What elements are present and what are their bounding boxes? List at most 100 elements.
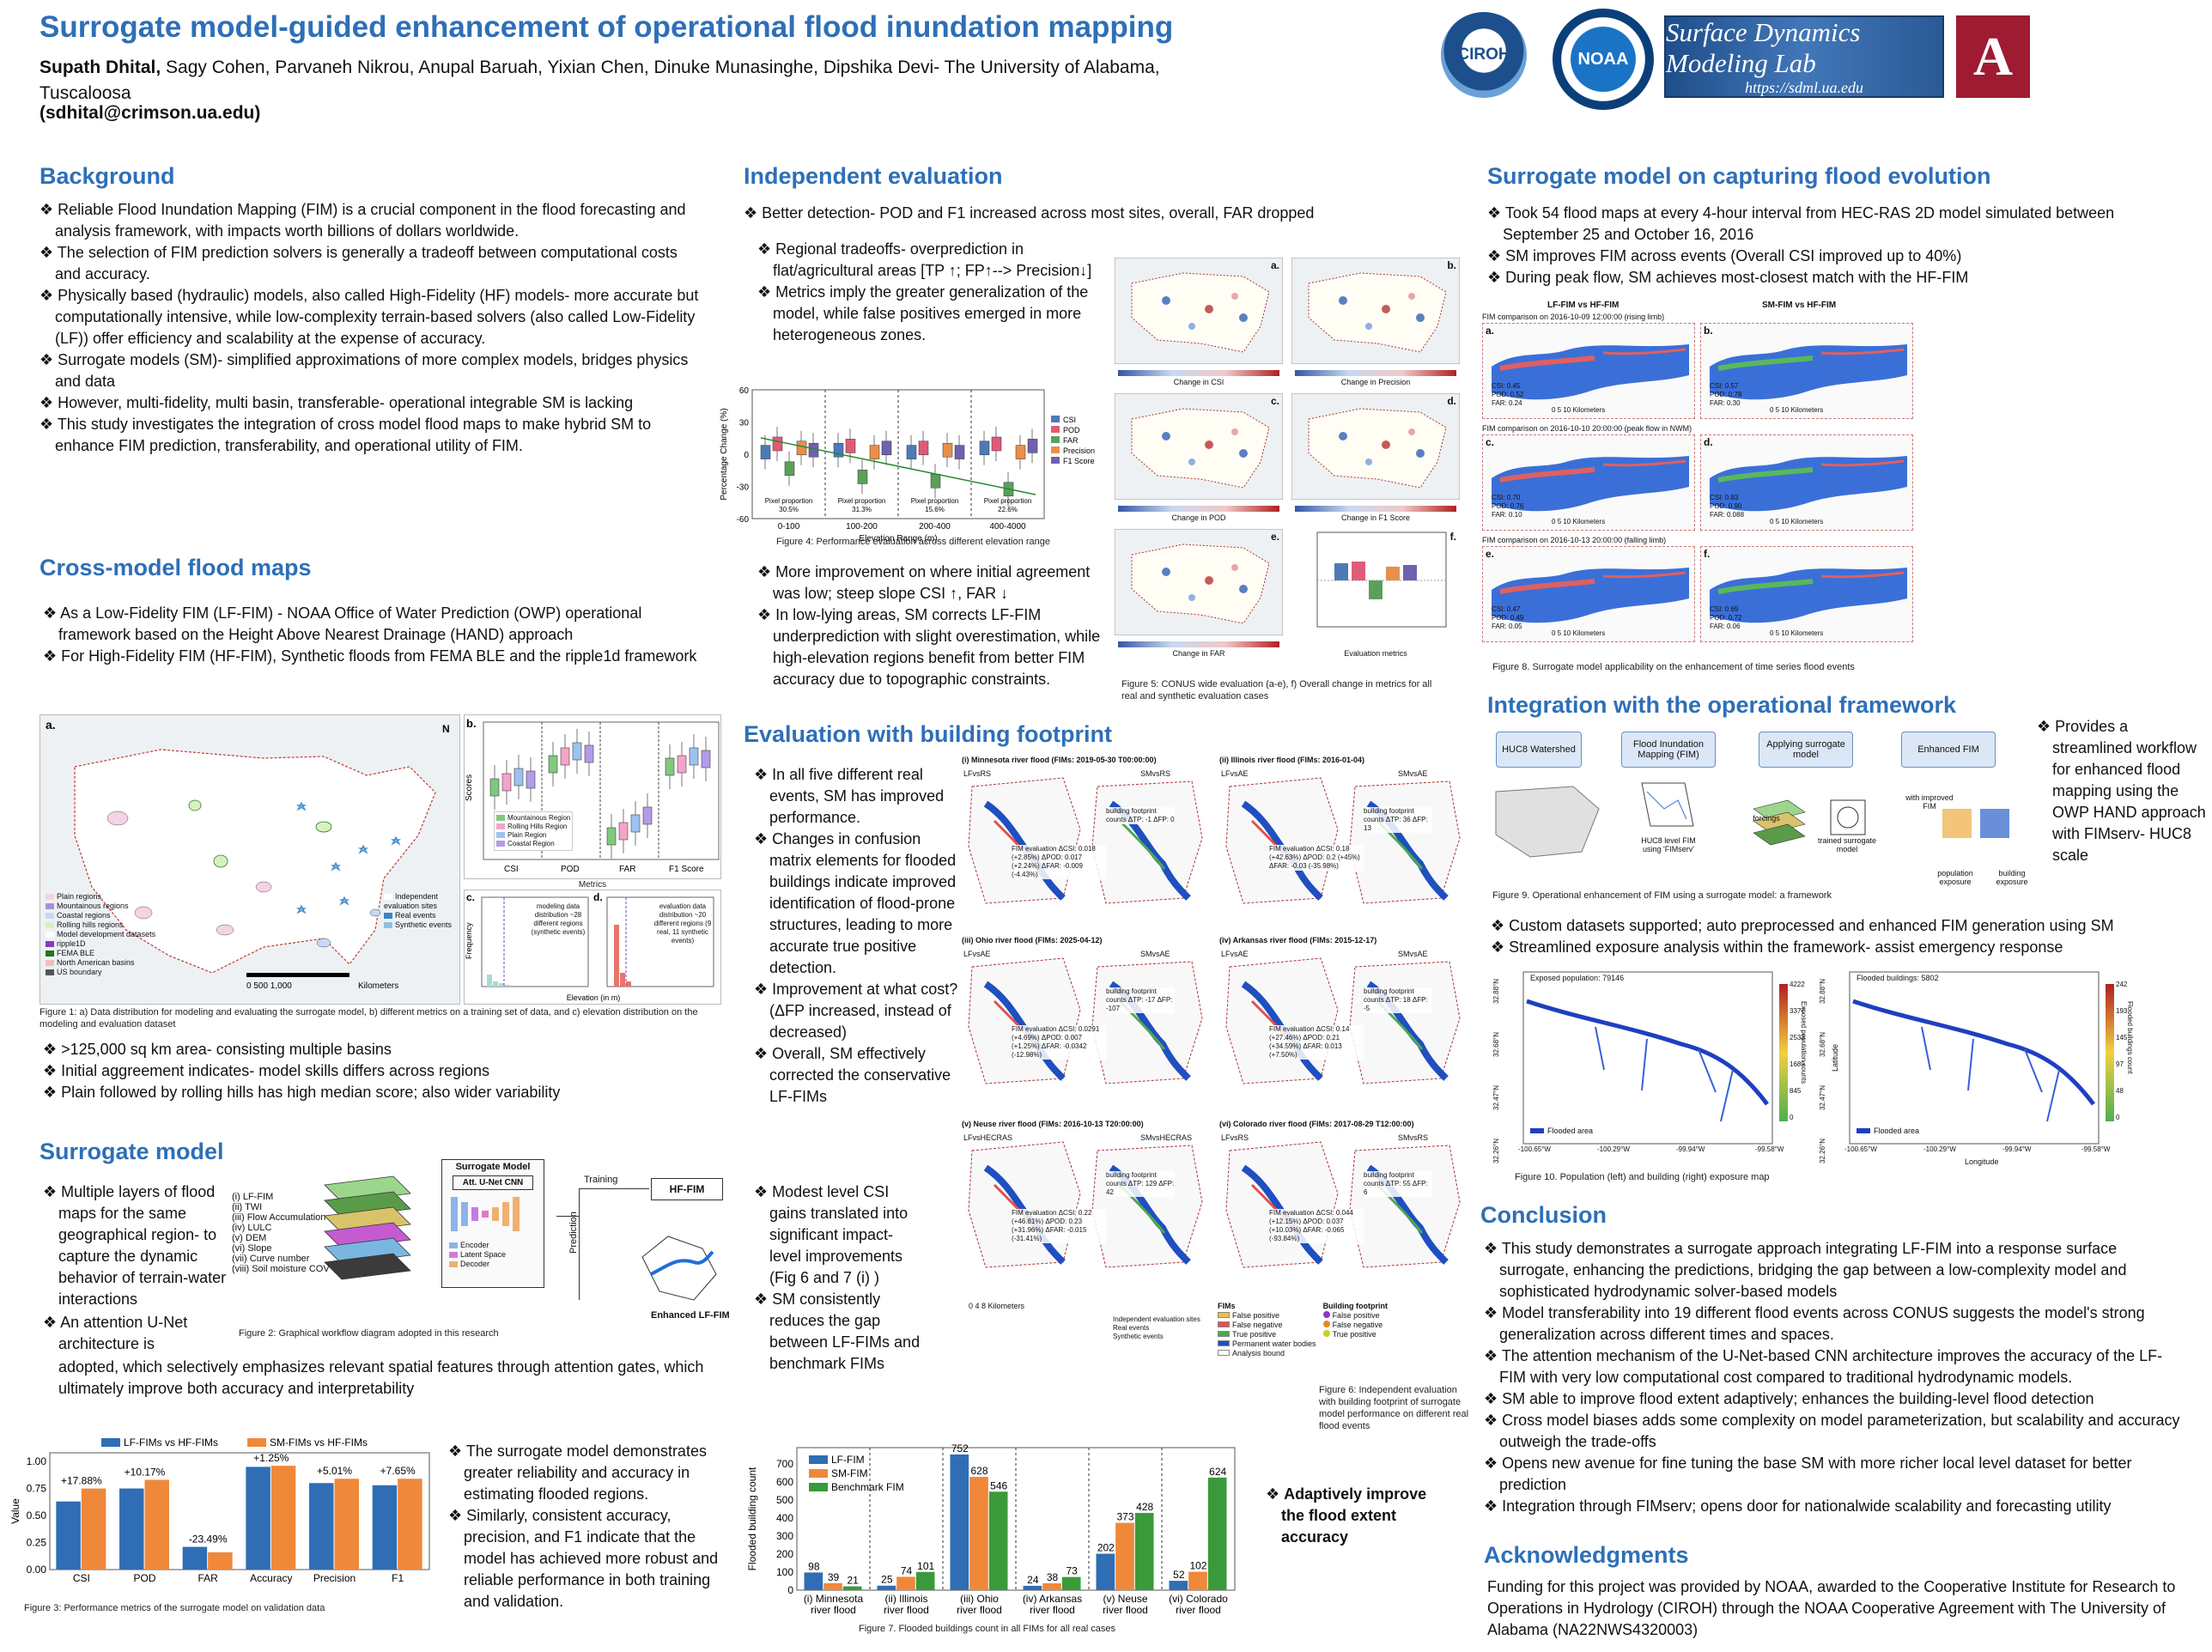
legend-entry: Decoder xyxy=(449,1260,544,1269)
fig1b-legend: Mountainous Region Rolling Hills Region Pl… xyxy=(494,811,574,851)
box xyxy=(501,773,512,792)
x-tick-label: 100-200 xyxy=(846,522,878,531)
fig10-panel: Flooded buildings: 5802 242 193 145 97 48 0 -10… xyxy=(1819,971,2134,1166)
fig6-panel: (iv) Arkansas river flood (FIMs: 2015-12… xyxy=(1218,936,1467,1111)
building-item3: ❖ Adaptively improve the flood extent ac… xyxy=(1266,1485,1427,1546)
bar xyxy=(1207,1477,1227,1590)
box xyxy=(572,742,582,761)
fig9-framework: HUC8 Watershed Flood Inundation Mapping (… xyxy=(1479,732,2028,886)
y-tick-label: 0.75 xyxy=(27,1483,47,1495)
fig9-box: Applying surrogate model xyxy=(1759,732,1853,768)
bar xyxy=(1042,1583,1061,1590)
ciroh-logo: CIROH xyxy=(1441,12,1527,98)
y-tick-label: 0.00 xyxy=(27,1564,47,1576)
fig3-discussion: ❖ The surrogate model demonstrates great… xyxy=(448,1441,737,1613)
x-tick-label: FAR xyxy=(198,1572,218,1584)
fig8-panel: c. CSI: 0.70 POD: 0.76 FAR: 0.10 0 5 10 Ki… xyxy=(1482,434,1695,531)
bar xyxy=(1188,1571,1207,1590)
y-tick-label: 0 xyxy=(787,1584,793,1596)
y-tick-label: -30 xyxy=(737,483,750,493)
cross-model-list: ❖ As a Low-Fidelity FIM (LF-FIM) - NOAA … xyxy=(43,603,704,667)
sdml-logo: Surface Dynamics Modeling Lab https://sd… xyxy=(1664,15,1944,98)
bullet-item: ❖ >125,000 sq km area- consisting multip… xyxy=(43,1041,392,1058)
bar xyxy=(372,1485,398,1570)
y-axis-label: Percentage Change (%) xyxy=(720,408,729,500)
fig10-exposure-maps: Exposed population: 79146 4222 3377 2533 168… xyxy=(1492,967,2154,1176)
box xyxy=(881,440,892,456)
data-label: 39 xyxy=(828,1571,840,1583)
annotation: +5.01% xyxy=(317,1465,352,1477)
acknowledgments-heading: Acknowledgments xyxy=(1484,1542,1689,1568)
bullet-item: ❖ Overall, SM effectively corrected the … xyxy=(754,1045,951,1105)
background-list: ❖ Reliable Flood Inundation Mapping (FIM… xyxy=(40,199,701,457)
legend-label: Precision xyxy=(1063,446,1095,455)
independent-heading: Independent evaluation xyxy=(744,163,1003,189)
fig2-input: (ii) TWI xyxy=(232,1202,263,1212)
pixel-proportion-label: Pixel proportion xyxy=(838,497,886,505)
box xyxy=(560,747,570,766)
fig2-input: (vi) Slope xyxy=(232,1243,272,1254)
bar xyxy=(1169,1581,1188,1590)
bar xyxy=(1023,1585,1042,1590)
legend-entry: Latent Space xyxy=(449,1250,544,1260)
integration-list: ❖ Custom datasets supported; auto prepro… xyxy=(1491,915,2195,958)
bar xyxy=(119,1488,144,1570)
svg-text:FAR: FAR xyxy=(619,865,635,874)
fig9-label: forcings xyxy=(1753,814,1780,823)
fig6-panel: (i) Minnesota river flood (FIMs: 2019-05… xyxy=(960,756,1209,931)
fig4-caption: Figure 4: Performance evaluation across … xyxy=(776,537,1050,547)
annotation: +1.25% xyxy=(253,1452,289,1464)
legend-entry: Plain Region xyxy=(496,831,570,840)
y-tick-label: 700 xyxy=(776,1458,793,1470)
legend-entry: Coastal Region xyxy=(496,840,570,848)
legend-entry: Coastal regions xyxy=(46,911,155,920)
legend-entry: Model development datasets xyxy=(46,930,155,939)
box xyxy=(514,768,524,787)
fig9-box: Enhanced FIM xyxy=(1901,732,1996,768)
y-tick-label: 1.00 xyxy=(27,1455,47,1467)
fig1cd-histograms: c. d. Frequency Elevation (in m) modelin… xyxy=(464,890,721,1005)
y-tick-label: 600 xyxy=(776,1476,793,1488)
fig5-maps: a. Change in CSI b. Change in Precision c. Ch… xyxy=(1114,257,1461,670)
surrogate-item2a: ❖ An attention U-Net architecture is xyxy=(43,1314,188,1352)
coauthors: Sagy Cohen, Parvaneh Nikrou, Anupal Baru… xyxy=(40,58,1160,103)
fig8-panel: a. CSI: 0.45 POD: 0.52 FAR: 0.24 0 5 10 Ki… xyxy=(1482,323,1695,419)
x-tick-label: (vi) Colorado xyxy=(1169,1593,1228,1605)
bar xyxy=(823,1582,842,1590)
fig2-enhanced: Enhanced LF-FIM xyxy=(651,1310,730,1321)
fig5-panel: e. Change in FAR xyxy=(1114,528,1284,658)
fig2-caption: Figure 2: Graphical workflow diagram ado… xyxy=(239,1328,499,1339)
y-tick-label: 300 xyxy=(776,1530,793,1542)
x-tick-label: river flood xyxy=(957,1604,1002,1616)
box xyxy=(845,439,856,453)
data-label: 202 xyxy=(1097,1542,1115,1554)
svg-text:F1 Score: F1 Score xyxy=(669,865,704,874)
pixel-proportion-label: Pixel proportion xyxy=(984,497,1032,505)
bar xyxy=(842,1586,862,1590)
bar xyxy=(896,1576,915,1590)
bullet-item: ❖ Plain followed by rolling hills has hi… xyxy=(43,1084,561,1101)
bullet-item: ❖ The surrogate model demonstrates great… xyxy=(448,1442,707,1503)
bullet-item: ❖ Physically based (hydraulic) models, a… xyxy=(40,287,699,347)
data-label: 752 xyxy=(951,1442,969,1455)
bullet-item: ❖ This study investigates the integratio… xyxy=(40,416,652,454)
bar xyxy=(988,1491,1008,1590)
surrogate-item2b: adopted, which selectively emphasizes re… xyxy=(58,1358,704,1397)
box xyxy=(1015,445,1026,459)
bar xyxy=(1134,1513,1154,1590)
bullet-item: ❖ Modest level CSI gains translated into… xyxy=(754,1183,908,1286)
legend-entry: Independent evaluation sites xyxy=(384,892,439,910)
data-label: 24 xyxy=(1027,1574,1039,1586)
pixel-proportion-label: 30.5% xyxy=(779,506,799,513)
bar xyxy=(56,1501,81,1570)
svg-text:d.: d. xyxy=(593,891,603,903)
legend-entry: Mountainous regions xyxy=(46,902,155,911)
fig6-inset-legend: Independent evaluation sites Real events S… xyxy=(1113,1315,1200,1340)
svg-text:CSI: CSI xyxy=(504,865,519,874)
box xyxy=(991,436,1002,452)
fig5-panel: f. Evaluation metrics xyxy=(1291,529,1460,658)
bullet-item: ❖ Improvement at what cost? (ΔFP increas… xyxy=(754,981,958,1041)
box xyxy=(701,750,711,768)
legend-entry: US boundary xyxy=(46,968,155,977)
legend-label: FAR xyxy=(1063,436,1079,445)
